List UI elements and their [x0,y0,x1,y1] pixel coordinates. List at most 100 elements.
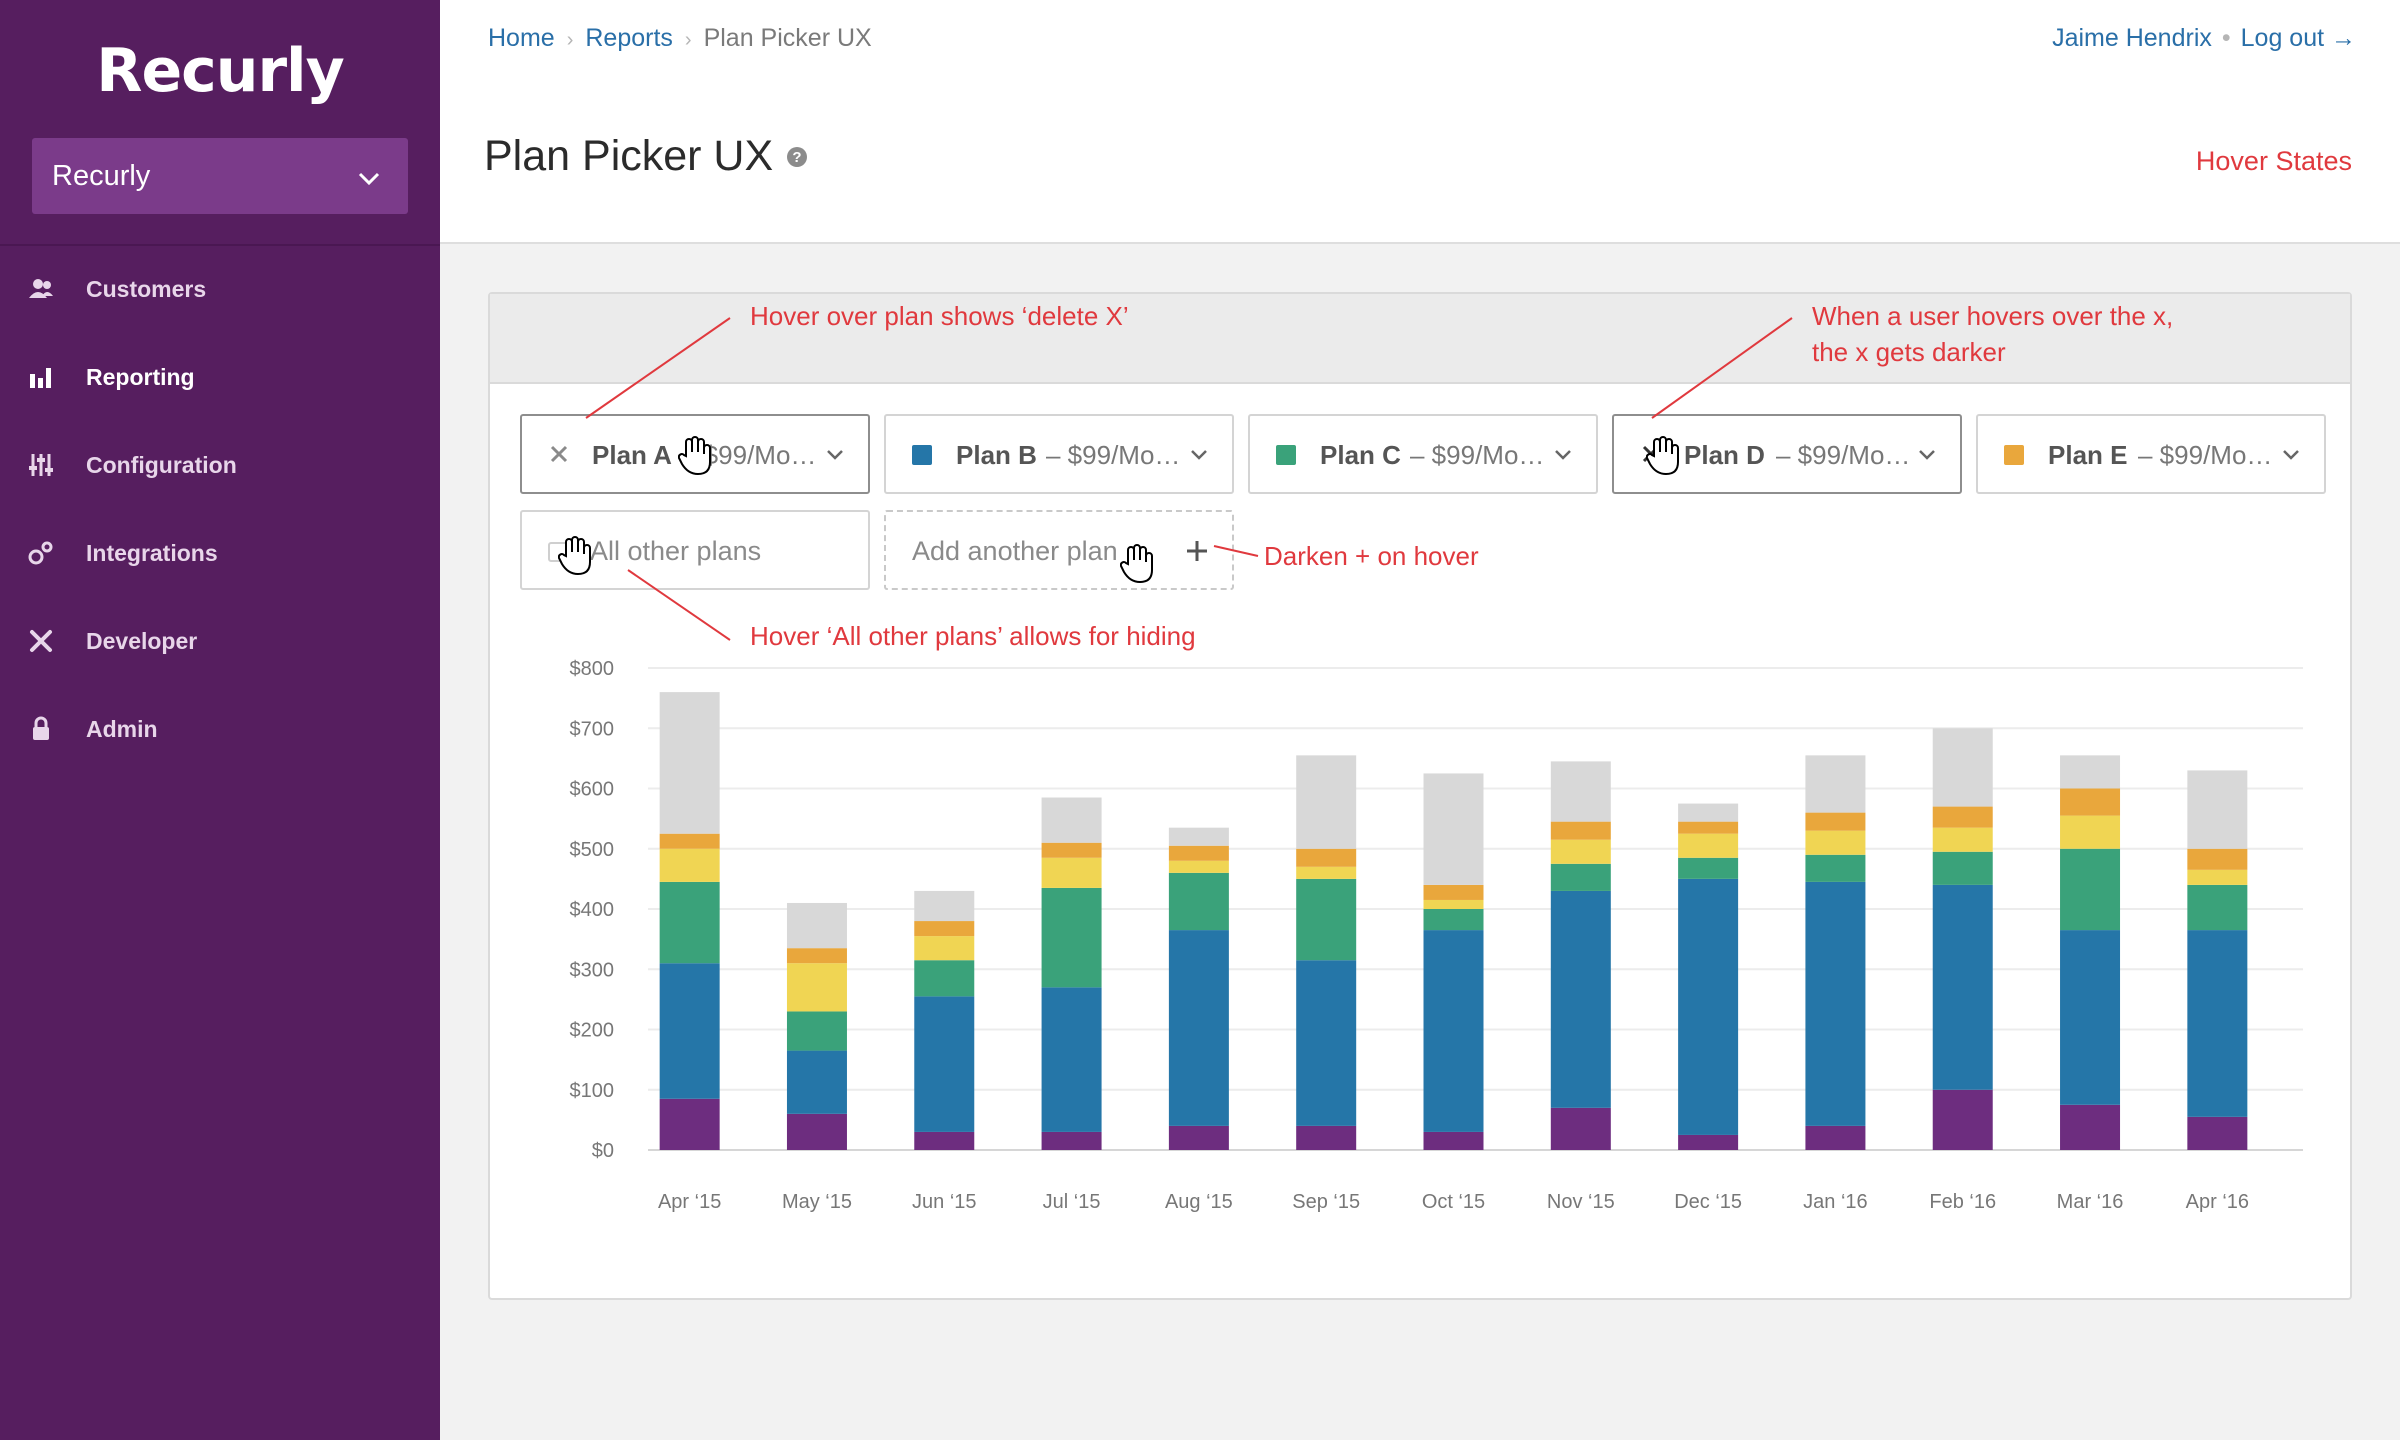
bar-segment [1805,854,1866,882]
plan-color-swatch [1276,445,1296,465]
hand-cursor-icon [1120,544,1153,584]
bar-segment [1678,878,1739,1135]
sidebar-item-label: Admin [86,716,158,742]
logout-link[interactable]: Log out → [2240,24,2356,52]
breadcrumb-home[interactable]: Home [488,24,555,52]
bar-segment [786,1011,847,1051]
bar-segment [2187,930,2248,1117]
plan-color-swatch [912,445,932,465]
bar-segment [914,890,975,922]
report-panel: Plan A – $99/Mo… Plan B – $99/Mo… Plan C… [488,292,2352,1300]
bar-segment [1932,728,1993,807]
bar-segment [659,692,720,834]
breadcrumb-separator: › [566,29,574,51]
bar-segment [1805,1125,1866,1150]
x-tick-label: Feb ‘16 [1929,1191,1996,1213]
bar-segment [1932,851,1993,885]
bar-segment [1678,857,1739,879]
chevron-down-icon [1919,450,1935,460]
bar-segment [1423,899,1484,909]
bar-segment [914,996,975,1132]
bar-segment [1296,878,1357,961]
bar-segment [659,833,720,849]
bar-segment [1932,1089,1993,1150]
svg-text:?: ? [792,149,801,166]
plan-name: Plan C [1320,440,1401,470]
bar-segment [1805,881,1866,1126]
breadcrumb-reports[interactable]: Reports [585,24,673,52]
breadcrumb-current: Plan Picker UX [703,24,872,52]
annotation-delete-x: Hover over plan shows ‘delete X’ [750,301,1129,331]
bar-segment [1423,1131,1484,1150]
annotation-x-darker-line1: When a user hovers over the x, [1812,301,2174,331]
plan-price: – $99/Mo… [1410,440,1545,470]
bar-segment [2187,869,2248,885]
chevron-down-icon [1555,450,1571,460]
sidebar-item-label: Reporting [86,364,195,390]
all-other-plans-label: All other plans [590,536,762,566]
add-plan-button[interactable]: Add another plan [884,510,1234,590]
sidebar-item-integrations[interactable]: Integrations [0,524,440,584]
sidebar-item-admin[interactable]: Admin [0,700,440,760]
sidebar-item-label: Configuration [86,452,237,478]
revenue-stacked-bar-chart: $0 $100 $200 $300 $400 $500 $600 $700 $800 Apr ‘1… [570,658,2303,1213]
bar-segment [2187,848,2248,870]
recurly-logo[interactable]: Recurly [96,36,344,106]
panel-header [490,294,2350,384]
bar-segment [1041,797,1102,843]
plan-picker-b[interactable]: Plan B – $99/Mo… [884,414,1234,494]
plan-price: – $99/Mo… [1776,440,1911,470]
plus-icon[interactable] [1184,538,1210,564]
plan-color-swatch [2004,445,2024,465]
sidebar-item-developer[interactable]: Developer [0,612,440,672]
reporting-icon [30,368,51,388]
bar-segment [786,1050,847,1114]
plan-picker-e[interactable]: Plan E – $99/Mo… [1976,414,2326,494]
bar-segment [1296,755,1357,849]
x-tick-label: Apr ‘16 [2186,1191,2249,1213]
x-tick-label: Oct ‘15 [1422,1191,1485,1213]
sidebar-item-reporting[interactable]: Reporting [0,348,440,408]
plan-price: – $99/Mo… [1046,440,1181,470]
customers-icon [29,279,53,298]
help-icon[interactable]: ? [786,146,808,168]
bar-segment [1296,960,1357,1126]
bar-segment [786,1113,847,1150]
bar-segment [1678,1134,1739,1150]
chevron-down-icon [358,172,380,186]
bar-segment [659,963,720,1099]
add-plan-label: Add another plan [912,536,1118,566]
bar-segment [1805,830,1866,855]
bar-segment [1041,857,1102,888]
bar-segment [1550,821,1611,840]
user-area: Jaime Hendrix • Log out → [2052,24,2356,53]
plan-picker-c[interactable]: Plan C – $99/Mo… [1248,414,1598,494]
bar-segment [2187,884,2248,931]
plan-price: – $99/Mo… [2138,440,2273,470]
lock-icon [33,716,49,740]
sidebar-divider [0,244,440,246]
account-select-value: Recurly [52,160,151,192]
bar-segment [1041,987,1102,1132]
x-tick-label: Apr ‘15 [658,1191,721,1213]
delete-x-icon[interactable] [548,443,570,465]
bar-segment [2060,815,2121,849]
user-name-link[interactable]: Jaime Hendrix [2052,24,2212,52]
breadcrumb-separator: › [684,29,692,51]
bar-segment [1168,860,1229,873]
y-tick-label: $0 [592,1140,614,1162]
hand-cursor-icon [1646,436,1679,476]
x-tick-label: Nov ‘15 [1547,1191,1615,1213]
bar-segment [1678,803,1739,822]
bar-segment [1678,833,1739,858]
bar-segment [1550,1107,1611,1150]
sidebar-item-configuration[interactable]: Configuration [0,436,440,496]
bar-segment [2060,930,2121,1105]
bar-segment [1932,884,1993,1090]
hand-cursor-icon [558,536,591,576]
account-select[interactable]: Recurly [32,138,408,214]
chevron-down-icon [827,450,843,460]
bar-segment [1805,812,1866,831]
bar-segment [1932,827,1993,852]
sidebar-item-customers[interactable]: Customers [0,260,440,320]
